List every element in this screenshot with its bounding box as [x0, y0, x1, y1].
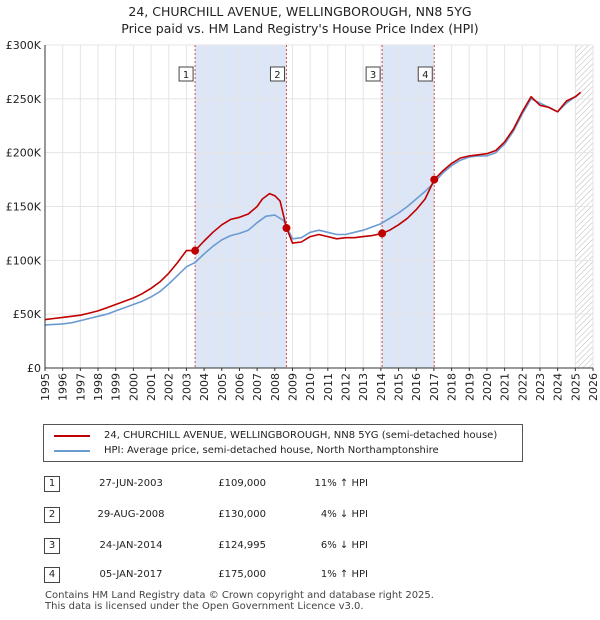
x-tick-label: 2015 [393, 373, 406, 401]
x-tick-label: 2012 [340, 373, 353, 401]
x-tick-label: 2000 [127, 373, 140, 401]
sale-marker [430, 175, 439, 184]
transaction-number: 1 [44, 476, 60, 492]
sale-marker [282, 224, 291, 233]
hpi-line [44, 91, 582, 326]
x-tick-label: 2025 [569, 373, 582, 401]
x-tick-label: 2019 [463, 373, 476, 401]
x-tick-label: 2016 [410, 373, 423, 401]
x-tick-label: 2002 [163, 373, 176, 401]
chart-title: 24, CHURCHILL AVENUE, WELLINGBOROUGH, NN… [128, 4, 472, 19]
y-tick-label: £300K [6, 39, 42, 52]
transaction-date: 24-JAN-2014 [99, 540, 163, 551]
transaction-hpi-diff: 6% ↓ HPI [320, 540, 368, 551]
x-tick-label: 2013 [357, 373, 370, 401]
x-tick-label: 2026 [587, 373, 600, 401]
footer: Contains HM Land Registry data © Crown c… [45, 590, 434, 612]
transaction-hpi-diff: 1% ↑ HPI [320, 569, 368, 580]
legend-label-hpi: HPI: Average price, semi-detached house,… [104, 445, 439, 456]
transaction-price: £109,000 [218, 478, 266, 489]
x-tick-label: 2005 [216, 373, 229, 401]
y-tick-label: £0 [27, 362, 41, 375]
transaction-number: 2 [44, 507, 60, 523]
transaction-number: 3 [44, 538, 60, 554]
sale-number-box [417, 66, 433, 82]
sale-number-box [269, 66, 285, 82]
x-tick-label: 2007 [251, 373, 264, 401]
sale-number-box [365, 66, 381, 82]
x-tick-label: 2017 [428, 373, 441, 401]
x-tick-label: 2006 [233, 373, 246, 401]
y-tick-label: £150K [6, 201, 42, 214]
transaction-price: £175,000 [218, 569, 266, 580]
x-tick-label: 1996 [57, 373, 70, 401]
x-tick-label: 1997 [74, 373, 87, 401]
legend-swatch-property [54, 435, 90, 437]
sale-marker [378, 229, 387, 238]
transaction-date: 27-JUN-2003 [99, 478, 163, 489]
transaction-hpi-diff: 11% ↑ HPI [314, 478, 368, 489]
sale-number-label: 3 [370, 70, 376, 81]
sale-marker [191, 246, 200, 255]
sale-number-label: 2 [274, 70, 280, 81]
sale-number-label: 1 [183, 70, 189, 81]
transaction-price: £124,995 [218, 540, 266, 551]
chart-subtitle: Price paid vs. HM Land Registry's House … [121, 21, 479, 36]
y-tick-label: £250K [6, 93, 42, 106]
x-tick-label: 2023 [534, 373, 547, 401]
property-price-line [44, 91, 582, 321]
x-tick-label: 2022 [516, 373, 529, 401]
x-tick-label: 2010 [304, 373, 317, 401]
x-tick-label: 2011 [322, 373, 335, 401]
transaction-date: 29-AUG-2008 [97, 509, 165, 520]
x-tick-label: 2020 [481, 373, 494, 401]
transaction-number: 4 [44, 567, 60, 583]
y-tick-label: £200K [6, 147, 42, 160]
legend: 24, CHURCHILL AVENUE, WELLINGBOROUGH, NN… [43, 424, 523, 462]
transaction-date: 05-JAN-2017 [99, 569, 163, 580]
sale-number-box [178, 66, 194, 82]
x-tick-label: 2024 [552, 373, 565, 401]
x-tick-label: 2018 [446, 373, 459, 401]
x-tick-label: 2014 [375, 373, 388, 401]
transaction-hpi-diff: 4% ↓ HPI [320, 509, 368, 520]
x-tick-label: 1995 [39, 373, 52, 401]
x-tick-label: 2008 [269, 373, 282, 401]
x-tick-label: 2004 [198, 373, 211, 401]
x-tick-label: 2001 [145, 373, 158, 401]
x-tick-label: 1999 [110, 373, 123, 401]
footer-copyright: Contains HM Land Registry data © Crown c… [45, 590, 434, 601]
x-tick-label: 2003 [180, 373, 193, 401]
price-chart: 1 2 3 4 £0 £50K £100K £150K £200K £250K £300K 1995… [6, 39, 600, 401]
transaction-price: £130,000 [218, 509, 266, 520]
y-tick-label: £50K [13, 308, 42, 321]
footer-license: This data is licensed under the Open Gov… [45, 601, 364, 612]
y-tick-label: £100K [6, 254, 42, 267]
sale-number-label: 4 [422, 70, 428, 81]
x-tick-label: 1998 [92, 373, 105, 401]
x-tick-label: 2009 [286, 373, 299, 401]
x-tick-label: 2021 [499, 373, 512, 401]
legend-label-property: 24, CHURCHILL AVENUE, WELLINGBOROUGH, NN… [104, 430, 498, 441]
legend-swatch-hpi [54, 450, 90, 452]
